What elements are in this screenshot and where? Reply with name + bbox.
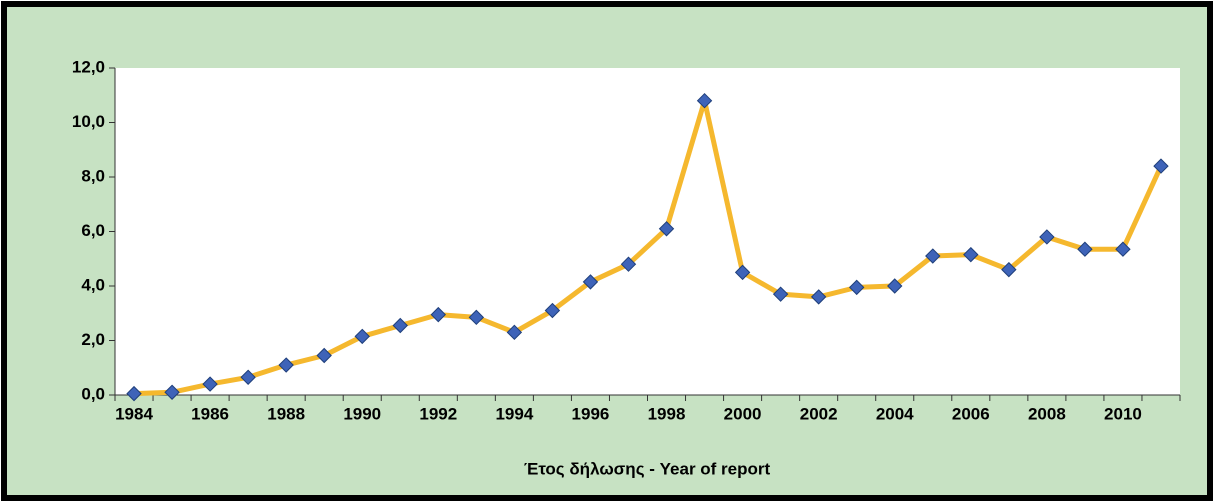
marker — [887, 278, 903, 294]
x-tick-label: 1994 — [495, 404, 533, 423]
marker — [772, 286, 789, 302]
marker — [316, 347, 332, 364]
x-tick-label: 1986 — [191, 404, 229, 423]
marker — [810, 289, 827, 305]
marker — [848, 279, 865, 296]
y-tick-label: 10,0 — [72, 112, 105, 131]
x-tick-label: 1988 — [267, 404, 305, 423]
y-tick-label: 0,0 — [81, 384, 105, 403]
x-tick-label: 1984 — [115, 404, 153, 423]
y-tick-label: 6,0 — [81, 221, 105, 240]
marker — [544, 302, 561, 319]
marker — [1039, 229, 1055, 245]
marker — [126, 385, 142, 402]
marker — [278, 357, 294, 373]
marker — [1115, 241, 1131, 257]
marker — [925, 248, 941, 264]
y-tick-label: 8,0 — [81, 166, 105, 185]
plot-area — [115, 68, 1180, 395]
marker — [582, 274, 599, 290]
marker — [658, 221, 675, 237]
x-tick-label: 1998 — [648, 404, 686, 423]
marker — [468, 309, 485, 326]
x-tick-label: 1990 — [343, 404, 381, 423]
x-tick-label: 2002 — [800, 404, 838, 423]
marker — [696, 92, 713, 109]
marker — [1001, 261, 1017, 278]
marker — [392, 317, 408, 334]
y-tick-label: 12,0 — [72, 57, 105, 76]
marker — [202, 376, 218, 392]
marker — [1153, 158, 1169, 174]
marker — [164, 384, 180, 400]
x-tick-label: 1992 — [419, 404, 457, 423]
x-tick-label: 2004 — [876, 404, 914, 423]
x-axis-label: Έτος δήλωσης - Year of report — [524, 459, 771, 478]
x-tick-label: 2008 — [1028, 404, 1066, 423]
x-tick-label: 2000 — [724, 404, 762, 423]
marker — [506, 324, 523, 341]
marker — [354, 328, 370, 345]
series-line — [133, 98, 1164, 397]
y-tick-label: 2,0 — [81, 330, 105, 349]
marker — [240, 369, 256, 385]
y-tick-label: 4,0 — [81, 275, 105, 294]
marker — [734, 264, 751, 281]
marker — [963, 246, 979, 263]
x-tick-label: 2010 — [1104, 404, 1142, 423]
marker — [1077, 241, 1093, 257]
x-tick-label: 1996 — [572, 404, 610, 423]
marker — [430, 306, 447, 323]
x-tick-label: 2006 — [952, 404, 990, 423]
marker — [620, 256, 637, 272]
